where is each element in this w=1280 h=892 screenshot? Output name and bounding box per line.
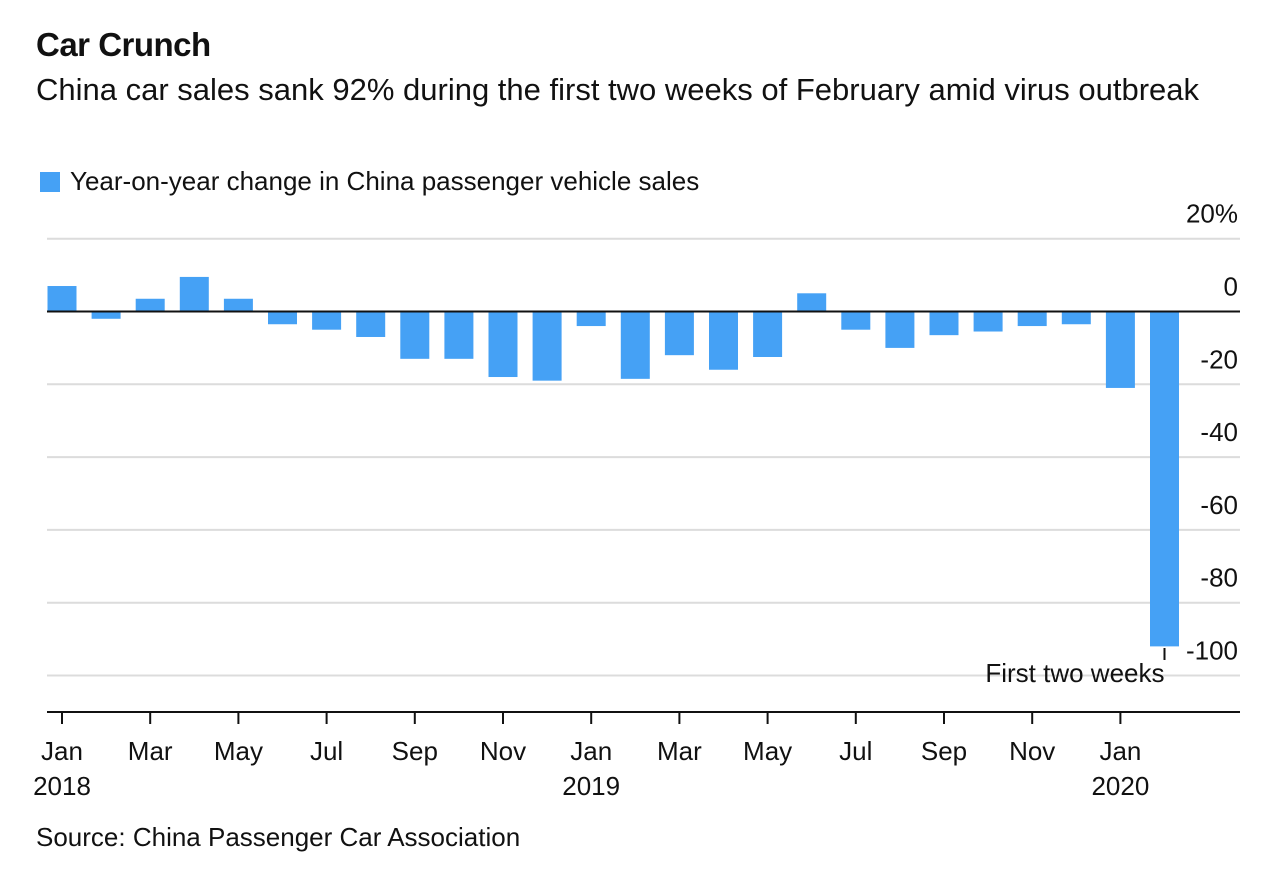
- x-tick-label: Nov: [480, 736, 526, 766]
- x-tick-year-label: 2018: [33, 771, 91, 801]
- bar: [47, 286, 77, 312]
- x-tick-label: Jan: [570, 736, 612, 766]
- x-tick-label: May: [743, 736, 792, 766]
- bar: [1017, 311, 1047, 327]
- legend-label: Year-on-year change in China passenger v…: [70, 166, 700, 196]
- bar: [223, 298, 253, 312]
- legend-swatch: [40, 171, 60, 192]
- bar: [664, 311, 694, 356]
- bar: [709, 311, 738, 370]
- x-tick-label: Sep: [921, 736, 967, 766]
- y-tick-label: -40: [1200, 417, 1238, 447]
- annotation-label: First two weeks: [985, 658, 1164, 688]
- x-tick-label: Jul: [310, 736, 343, 766]
- x-tick-label: Sep: [392, 736, 438, 766]
- bar: [444, 311, 474, 359]
- x-tick-label: Nov: [1009, 736, 1055, 766]
- source-note: Source: China Passenger Car Association: [36, 822, 521, 852]
- bar: [1105, 311, 1135, 388]
- x-tick-label: May: [214, 736, 263, 766]
- x-tick-label: Mar: [128, 736, 173, 766]
- bar: [753, 311, 783, 357]
- y-tick-label: 20%: [1186, 199, 1238, 229]
- chart-subtitle: China car sales sank 92% during the firs…: [36, 72, 1200, 107]
- x-tick-label: Mar: [657, 736, 702, 766]
- x-tick-label: Jul: [839, 736, 872, 766]
- bar: [620, 311, 650, 379]
- x-tick-label: Jan: [41, 736, 83, 766]
- bar: [135, 298, 165, 312]
- bar: [929, 311, 959, 336]
- legend: Year-on-year change in China passenger v…: [40, 166, 699, 197]
- bar: [91, 311, 121, 319]
- chart-title: Car Crunch: [36, 26, 211, 63]
- bar: [841, 311, 871, 330]
- bar: [1061, 311, 1091, 325]
- bar: [356, 311, 386, 337]
- x-tick-year-label: 2020: [1091, 771, 1149, 801]
- bar: [532, 311, 562, 381]
- y-tick-label: -80: [1200, 563, 1238, 593]
- bar: [973, 311, 1003, 332]
- bar: [885, 311, 915, 348]
- bar: [488, 311, 518, 378]
- y-tick-label: -60: [1200, 490, 1238, 520]
- y-tick-label: -100: [1186, 636, 1238, 666]
- x-tick-label: Jan: [1099, 736, 1141, 766]
- x-tick-year-label: 2019: [562, 771, 620, 801]
- y-tick-label: 0: [1224, 272, 1238, 302]
- bar: [797, 293, 827, 312]
- bar: [179, 276, 209, 312]
- bar: [400, 311, 430, 359]
- bar: [1150, 311, 1179, 647]
- bar: [268, 311, 297, 325]
- y-tick-label: -20: [1200, 344, 1238, 374]
- bar: [312, 311, 342, 330]
- bar: [576, 311, 606, 327]
